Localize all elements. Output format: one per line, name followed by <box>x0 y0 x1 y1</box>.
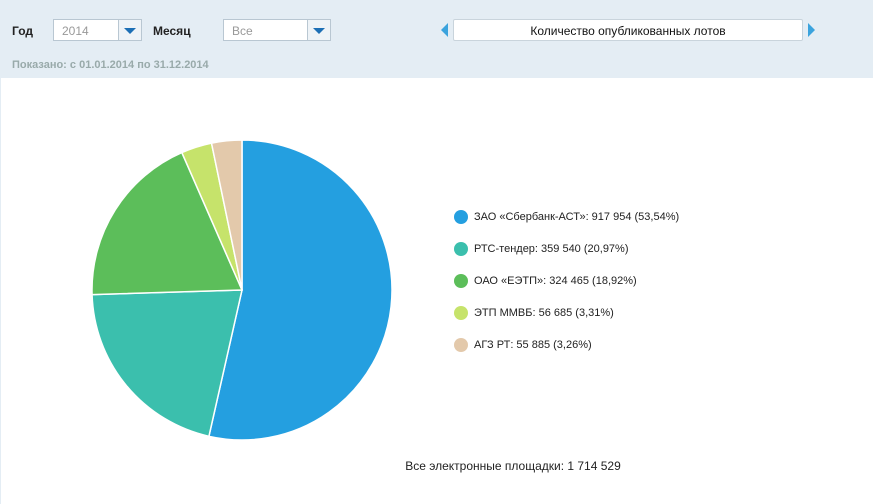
next-arrow[interactable] <box>808 23 815 37</box>
prev-arrow[interactable] <box>441 23 448 37</box>
year-select[interactable]: 2014 <box>53 19 142 41</box>
year-value: 2014 <box>62 24 89 38</box>
pie-slice <box>210 139 243 291</box>
total-label: Все электронные площадки: 1 714 529 <box>405 459 621 473</box>
legend-label: РТС-тендер: 359 540 (20,97%) <box>474 243 629 255</box>
pie-slice <box>208 139 393 441</box>
legend-marker <box>454 210 468 224</box>
filter-bar: Год 2014 Месяц Все Количество опубликова… <box>0 0 873 78</box>
legend-label: ЗАО «Сбербанк-АСТ»: 917 954 (53,54%) <box>474 211 679 223</box>
legend-label: ОАО «ЕЭТП»: 324 465 (18,92%) <box>474 275 637 287</box>
month-label: Месяц <box>153 24 191 38</box>
legend-marker <box>454 338 468 352</box>
period-text: Показано: с 01.01.2014 по 31.12.2014 <box>12 59 209 71</box>
tab-title: Количество опубликованных лотов <box>453 19 803 41</box>
chart: Все электронные площадки: 1 714 529 ЗАО … <box>0 78 679 504</box>
legend-label: АГЗ РТ: 55 885 (3,26%) <box>474 339 592 351</box>
dropdown-button[interactable] <box>118 20 141 40</box>
year-label: Год <box>12 24 33 38</box>
pie-slice <box>91 289 243 438</box>
legend-marker <box>454 242 468 256</box>
legend-label: ЭТП ММВБ: 56 685 (3,31%) <box>474 307 614 319</box>
legend-marker <box>454 306 468 320</box>
month-select[interactable]: Все <box>223 19 331 41</box>
pie-slice <box>91 151 244 296</box>
month-value: Все <box>232 24 253 38</box>
dropdown-button[interactable] <box>307 20 330 40</box>
legend-marker <box>454 274 468 288</box>
